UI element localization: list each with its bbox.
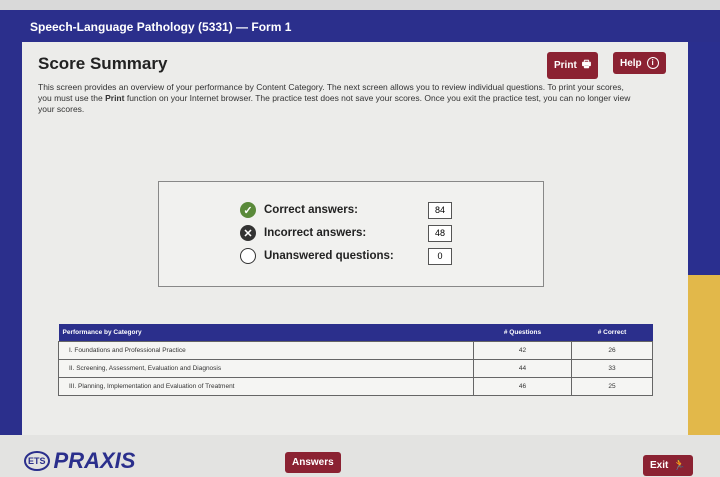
questions-cell: 44 (473, 358, 572, 378)
check-circle-icon: ✓ (240, 202, 256, 218)
page-title: Score Summary (38, 54, 168, 73)
left-border (0, 10, 22, 435)
questions-cell: 46 (473, 376, 572, 396)
correct-cell: 26 (571, 340, 653, 360)
x-circle-icon: ✕ (240, 225, 256, 241)
correct-label: Correct answers: (264, 204, 358, 216)
page-description: This screen provides an overview of your… (38, 82, 631, 114)
table-row: III. Planning, Implementation and Evalua… (58, 376, 653, 396)
help-button[interactable]: Help i (613, 52, 666, 74)
header-category: Performance by Category (58, 324, 474, 341)
category-cell: I. Foundations and Professional Practice (58, 340, 474, 360)
praxis-logo: ETS PRAXIS (24, 448, 135, 474)
header-questions: # Questions (473, 324, 572, 341)
running-person-icon: 🏃 (673, 460, 686, 471)
empty-circle-icon (240, 248, 256, 264)
praxis-text: PRAXIS (53, 448, 136, 473)
unanswered-value: 0 (428, 248, 452, 265)
incorrect-label: Incorrect answers: (264, 227, 367, 239)
correct-cell: 33 (571, 358, 653, 378)
table-row: I. Foundations and Professional Practice… (58, 340, 653, 360)
screen-edge (0, 0, 720, 10)
category-table: Performance by Category # Questions # Co… (58, 324, 653, 396)
print-button[interactable]: Print 🖶 (547, 52, 599, 79)
correct-value: 84 (428, 202, 452, 219)
incorrect-value: 48 (428, 225, 452, 242)
table-row: II. Screening, Assessment, Evaluation an… (58, 358, 653, 378)
help-label: Help (620, 57, 642, 69)
correct-answers-row: ✓ Correct answers: (240, 202, 358, 218)
table-header: Performance by Category # Questions # Co… (58, 324, 653, 341)
unanswered-row: Unanswered questions: (240, 248, 394, 264)
printer-icon: 🖶 (581, 59, 592, 70)
header-correct: # Correct (571, 324, 653, 341)
unanswered-label: Unanswered questions: (264, 250, 394, 262)
ets-logo: ETS (24, 451, 50, 471)
info-icon: i (646, 57, 659, 69)
footer-bar (0, 435, 720, 477)
exit-label: Exit (650, 460, 669, 471)
answers-button[interactable]: Answers (285, 452, 341, 473)
incorrect-answers-row: ✕ Incorrect answers: (240, 225, 366, 241)
window-title: Speech-Language Pathology (5331) — Form … (20, 10, 720, 42)
category-cell: III. Planning, Implementation and Evalua… (58, 376, 474, 396)
score-summary-box (158, 181, 544, 287)
correct-cell: 25 (571, 376, 653, 396)
print-label: Print (554, 60, 577, 71)
questions-cell: 42 (473, 340, 572, 360)
category-cell: II. Screening, Assessment, Evaluation an… (58, 358, 474, 378)
exit-button[interactable]: Exit 🏃 (643, 455, 693, 476)
